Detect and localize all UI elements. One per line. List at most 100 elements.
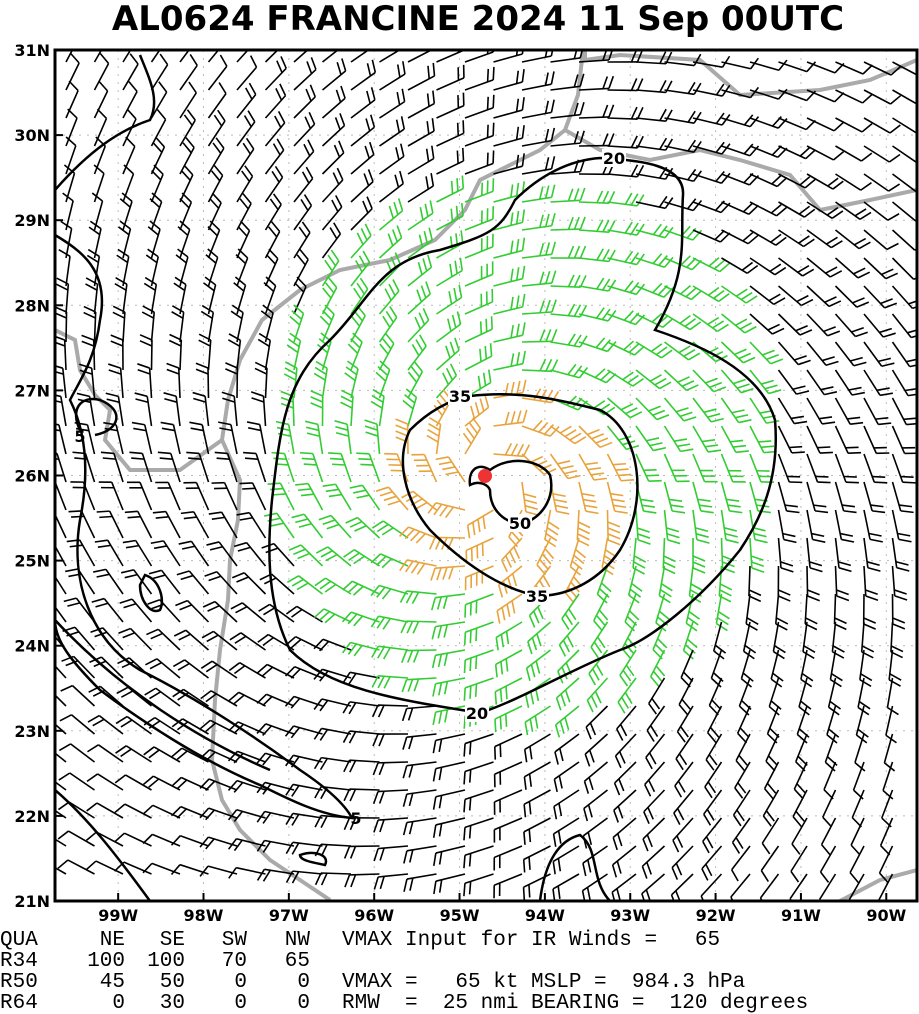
barb-feather	[199, 719, 211, 730]
barb-feather	[31, 772, 42, 779]
barb-feather	[900, 475, 914, 479]
barb-staff	[287, 424, 295, 455]
barb-staff	[387, 486, 409, 511]
barb-feather	[106, 398, 120, 404]
barb-staff	[578, 369, 607, 384]
wind-barb	[345, 516, 381, 539]
barb-staff	[664, 257, 693, 271]
wind-barb	[350, 250, 371, 287]
barb-staff	[184, 659, 209, 679]
barb-feather	[707, 286, 720, 296]
barb-feather	[699, 504, 713, 508]
barb-feather	[376, 586, 386, 598]
barb-staff	[692, 425, 709, 453]
barb-feather	[79, 369, 93, 375]
barb-feather	[274, 115, 282, 128]
barb-feather	[614, 510, 628, 514]
lon-tick-label: 97W	[269, 906, 309, 925]
wind-barb	[635, 369, 672, 390]
barb-feather	[686, 227, 697, 239]
barb-feather	[596, 277, 605, 290]
contour-label: 5	[74, 427, 85, 446]
barb-feather	[748, 595, 762, 603]
barb-feather	[857, 271, 871, 279]
barb-feather	[887, 706, 899, 716]
barb-feather	[530, 664, 536, 678]
wind-barb	[732, 789, 751, 827]
barb-staff	[749, 425, 765, 454]
barb-staff	[720, 313, 746, 334]
barb-staff	[123, 861, 152, 875]
barb-feather	[352, 332, 363, 343]
barb-feather	[313, 698, 323, 710]
barb-feather	[119, 220, 131, 230]
barb-feather	[595, 437, 609, 444]
lat-tick-label: 31N	[14, 41, 50, 60]
barb-feather	[125, 544, 139, 549]
barb-feather	[589, 722, 597, 736]
barb-feather	[678, 753, 688, 766]
barb-feather	[510, 411, 516, 425]
barb-staff	[831, 621, 837, 652]
barb-feather	[110, 334, 124, 341]
barb-staff	[555, 705, 580, 726]
barb-staff	[635, 397, 658, 421]
barb-feather	[751, 567, 765, 573]
barb-staff	[552, 873, 580, 890]
barb-staff	[834, 537, 840, 568]
barb-feather	[601, 339, 611, 351]
contour-5	[55, 233, 355, 820]
wind-barb	[493, 733, 523, 760]
barb-staff	[207, 147, 225, 175]
barb-feather	[557, 885, 561, 899]
barb-staff	[523, 789, 551, 806]
barb-feather	[573, 554, 585, 565]
barb-feather	[293, 304, 304, 315]
barb-feather	[55, 283, 69, 291]
barb-feather	[556, 510, 570, 515]
barb-feather	[405, 591, 414, 604]
barb-feather	[87, 744, 99, 753]
wind-barb	[863, 89, 902, 105]
barb-staff	[436, 269, 463, 287]
barb-feather	[730, 439, 744, 443]
barb-staff	[434, 536, 466, 539]
barb-feather	[356, 232, 364, 245]
barb-feather	[237, 226, 248, 237]
barb-feather	[593, 400, 606, 409]
wind-barb	[550, 101, 585, 119]
barb-feather	[557, 830, 562, 844]
barb-staff	[664, 117, 695, 124]
barb-staff	[65, 117, 78, 147]
barb-feather	[262, 304, 274, 314]
barb-staff	[721, 173, 750, 186]
barb-feather	[426, 121, 430, 135]
wind-barb	[635, 509, 651, 545]
barb-feather	[272, 143, 281, 156]
barb-feather	[349, 817, 357, 831]
barb-feather	[353, 585, 364, 596]
barb-staff	[378, 615, 409, 623]
wind-barb	[178, 540, 210, 567]
wind-barb	[768, 677, 782, 716]
barb-staff	[377, 789, 409, 793]
wind-barb	[322, 483, 352, 511]
barb-feather	[285, 361, 298, 369]
wind-barb	[313, 668, 352, 682]
barb-staff	[129, 627, 153, 651]
wind-barb	[260, 304, 274, 343]
barb-feather	[486, 124, 489, 138]
wind-barb	[147, 220, 161, 259]
barb-feather	[76, 392, 90, 398]
barb-feather	[559, 425, 572, 434]
barb-staff	[406, 677, 437, 681]
barb-feather	[468, 797, 472, 811]
barb-feather	[189, 54, 198, 66]
barb-feather	[108, 369, 122, 375]
barb-staff	[350, 611, 380, 623]
wind-barb	[624, 593, 640, 632]
wind-barb	[407, 334, 427, 371]
barb-feather	[838, 561, 852, 567]
barb-feather	[821, 356, 835, 362]
wind-barb	[615, 705, 637, 741]
